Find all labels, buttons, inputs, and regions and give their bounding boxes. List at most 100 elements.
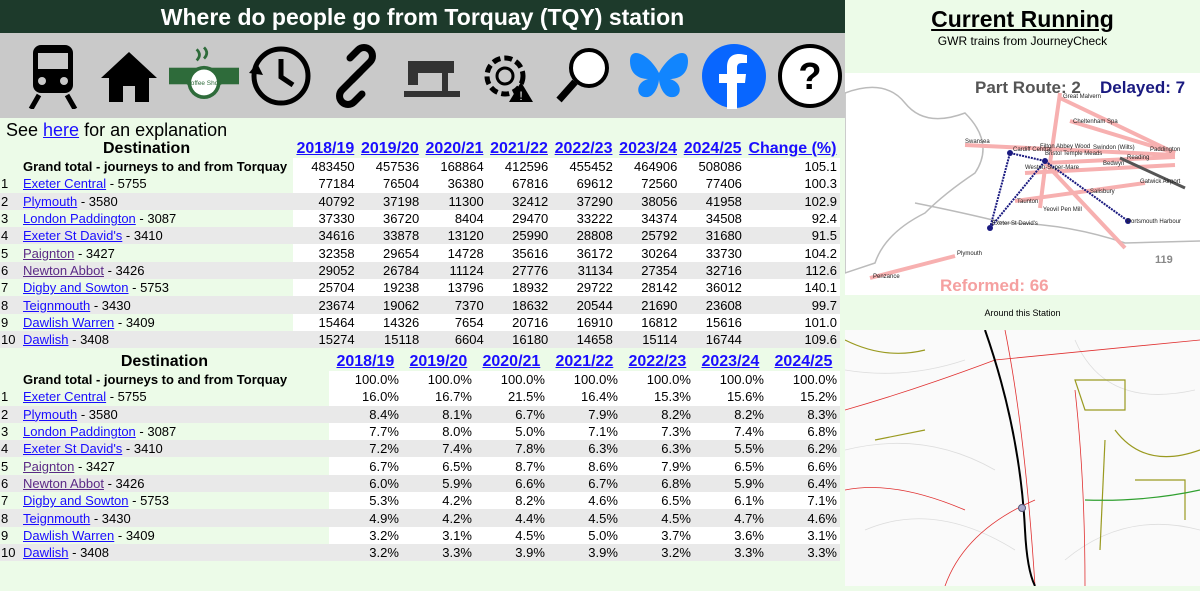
value-cell: 31680 [680, 227, 745, 245]
bluesky-icon[interactable] [624, 41, 694, 111]
value-cell: 4.2% [401, 509, 475, 527]
total-value: 457536 [357, 158, 423, 176]
year-header[interactable]: 2018/19 [329, 353, 402, 371]
value-cell: 35616 [486, 244, 552, 262]
year-sort-link[interactable]: 2022/23 [554, 140, 613, 157]
year-sort-link[interactable]: 2020/21 [482, 353, 541, 370]
value-cell: 32358 [293, 244, 358, 262]
destination-link[interactable]: London Paddington [23, 424, 136, 440]
change-sort-link[interactable]: Change (%) [748, 140, 837, 157]
value-cell: 91.5 [744, 227, 840, 245]
year-header[interactable]: 2024/25 [767, 353, 840, 371]
rank: 3 [1, 424, 9, 440]
destination-link[interactable]: Exeter Central [23, 176, 107, 192]
year-sort-link[interactable]: 2023/24 [619, 140, 678, 157]
destination-cell: Paignton - 3427 [20, 457, 329, 474]
year-sort-link[interactable]: 2024/25 [683, 140, 742, 157]
rank: 6 [0, 474, 20, 493]
destination-link[interactable]: Newton Abbot [23, 262, 104, 278]
destination-link[interactable]: Dawlish Warren [23, 527, 115, 543]
map-station-label: Penzance [873, 274, 900, 280]
rank: 8 [0, 296, 20, 314]
value-cell: 16910 [551, 313, 616, 331]
value-cell: 67816 [486, 175, 552, 193]
change-header[interactable]: Change (%) [745, 140, 840, 158]
station-code: - 3409 [114, 527, 155, 543]
explanation-suffix: for an explanation [79, 120, 228, 140]
rank: 2 [0, 192, 20, 210]
total-value: 100.0% [547, 371, 621, 389]
history-icon[interactable] [245, 41, 315, 111]
explanation-link[interactable]: here [43, 120, 80, 140]
year-header[interactable]: 2019/20 [358, 140, 423, 158]
value-cell: 29470 [486, 209, 552, 228]
year-sort-link[interactable]: 2018/19 [296, 140, 355, 157]
year-sort-link[interactable]: 2024/25 [774, 353, 833, 370]
destination-link[interactable]: Paignton [23, 245, 75, 261]
destination-link[interactable]: Plymouth [23, 406, 78, 422]
destination-link[interactable]: Exeter Central [23, 389, 107, 405]
coffee-shop-icon[interactable]: Coffee Shop [169, 41, 240, 111]
year-sort-link[interactable]: 2022/23 [628, 353, 687, 370]
gwr-running-map[interactable]: Great Malvern Cheltenham Spa Swansea Cardif… [844, 73, 1200, 295]
year-header[interactable]: 2020/21 [475, 353, 548, 371]
local-area-map[interactable] [844, 329, 1200, 587]
total-value: 508086 [680, 158, 745, 176]
current-running-title[interactable]: Current Running [931, 6, 1114, 32]
destination-link[interactable]: Teignmouth [23, 297, 91, 313]
value-cell: 15.6% [693, 388, 767, 406]
year-sort-link[interactable]: 2019/20 [360, 140, 419, 157]
home-icon[interactable] [94, 41, 164, 111]
value-cell: 6.2% [766, 440, 840, 458]
year-header[interactable]: 2022/23 [551, 140, 616, 158]
destination-link[interactable]: Dawlish [23, 332, 69, 348]
map-station-label: Gatwick Airport [1140, 179, 1181, 185]
train-icon[interactable] [18, 41, 88, 111]
station-code: - 3426 [103, 262, 145, 278]
destination-link[interactable]: Newton Abbot [23, 475, 104, 491]
total-value: 100.0% [620, 371, 694, 389]
value-cell: 109.6 [744, 330, 840, 349]
gear-warning-icon[interactable]: ! [473, 41, 543, 111]
destination-link[interactable]: Exeter St David's [23, 228, 123, 244]
map-station-label: Bristol Temple Meads [1045, 151, 1102, 157]
year-sort-link[interactable]: 2018/19 [336, 353, 395, 370]
year-header[interactable]: 2021/22 [487, 140, 552, 158]
destination-link[interactable]: Exeter St David's [23, 441, 123, 457]
facebook-icon[interactable] [700, 41, 770, 111]
year-sort-link[interactable]: 2023/24 [701, 353, 760, 370]
destination-link[interactable]: Teignmouth [23, 510, 91, 526]
destination-link[interactable]: Dawlish [23, 545, 69, 561]
year-header[interactable]: 2018/19 [293, 140, 358, 158]
destination-link[interactable]: Dawlish Warren [23, 314, 115, 330]
link-icon[interactable] [321, 41, 391, 111]
year-header[interactable]: 2022/23 [621, 353, 694, 371]
value-cell: 3.2% [620, 543, 694, 562]
destination-link[interactable]: Plymouth [23, 193, 78, 209]
year-sort-link[interactable]: 2019/20 [409, 353, 468, 370]
map-station-label: Weston-Super-Mare [1025, 165, 1080, 171]
map-station-label: Reading [1127, 155, 1149, 161]
destination-header: Destination [120, 353, 208, 370]
year-sort-link[interactable]: 2021/22 [490, 140, 548, 157]
value-cell: 16812 [615, 313, 681, 331]
year-header[interactable]: 2019/20 [402, 353, 475, 371]
year-sort-link[interactable]: 2020/21 [425, 140, 484, 157]
help-icon[interactable]: ? [775, 41, 845, 111]
destination-link[interactable]: Paignton [23, 458, 75, 474]
sewing-machine-icon[interactable] [397, 41, 467, 111]
destination-link[interactable]: London Paddington [23, 211, 136, 227]
value-cell: 8.2% [474, 492, 548, 510]
year-header[interactable]: 2021/22 [548, 353, 621, 371]
destination-cell: Newton Abbot - 3426 [20, 474, 329, 493]
year-header[interactable]: 2023/24 [694, 353, 767, 371]
destination-link[interactable]: Digby and Sowton [23, 493, 129, 509]
total-value: 100.0% [401, 371, 475, 389]
year-header[interactable]: 2023/24 [616, 140, 681, 158]
year-header[interactable]: 2020/21 [422, 140, 487, 158]
magnifier-icon[interactable] [548, 41, 618, 111]
value-cell: 21690 [615, 296, 681, 314]
destination-link[interactable]: Digby and Sowton [23, 280, 129, 296]
year-header[interactable]: 2024/25 [680, 140, 745, 158]
year-sort-link[interactable]: 2021/22 [555, 353, 614, 370]
